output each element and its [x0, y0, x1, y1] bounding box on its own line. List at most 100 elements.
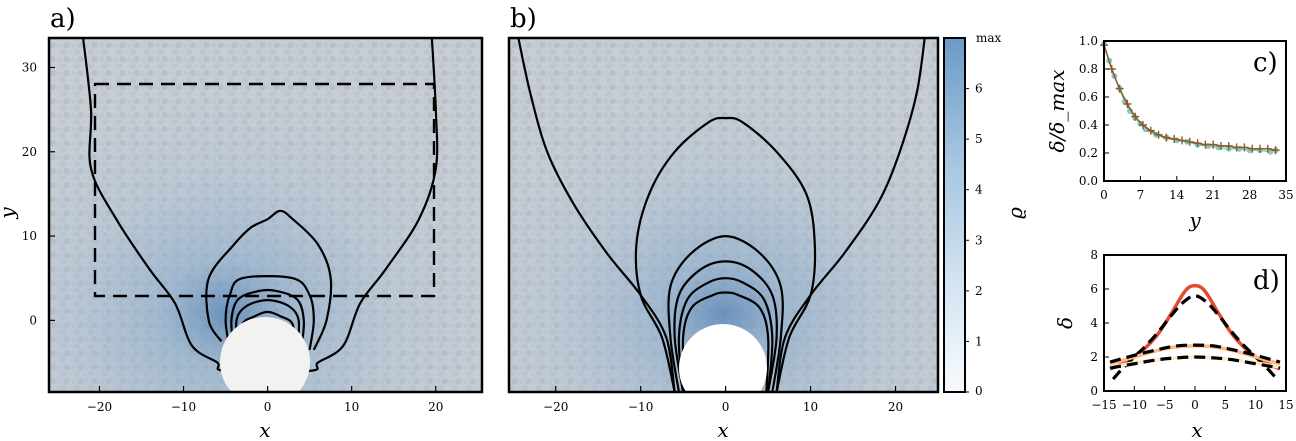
panel-d-x-tick-label: 15: [1278, 398, 1293, 412]
panel-c-y-ticks: 0.0 0.2 0.4 0.6 0.8 1.0: [1079, 34, 1109, 188]
panel-c-x-ticks: 0 7 14 21 28 35: [1100, 176, 1294, 202]
panel-c-x-tick-label: 0: [1100, 188, 1108, 202]
panel-a-y-tick-label: 0: [29, 313, 37, 327]
panel-a-x-tick-label: −20: [87, 400, 112, 414]
panel-a-x-label: x: [259, 418, 270, 441]
panel-a-y-ticks: 0 10 20 30: [22, 61, 55, 327]
panel-c-series-2-point: [1178, 136, 1186, 145]
panel-c-y-tick-label: 0.0: [1079, 174, 1098, 188]
panel-d-x-ticks: −15 −10 −5 0 5 10 15: [1091, 386, 1294, 412]
colorbar-tick-label: 2: [975, 284, 983, 298]
panel-d-y-tick-label: 4: [1090, 316, 1098, 330]
panel-c-series-2-point: [1123, 100, 1132, 108]
panel-a-label: a): [50, 4, 76, 34]
panel-d-x-tick-label: −5: [1156, 398, 1174, 412]
panel-c-y-tick-label: 0.6: [1079, 90, 1098, 104]
panel-b-x-tick-label: 10: [803, 400, 818, 414]
panel-c-label: c): [1253, 48, 1278, 78]
colorbar: 0 1 2 3 4 5 6 max ϱ: [943, 31, 1027, 398]
panel-a-x-tick-label: 0: [264, 400, 272, 414]
panel-c: 0 7 14 21 28 35 0.0 0.2 0.4 0.6 0.8 1.0 c) y δ/δ_m…: [1045, 34, 1294, 232]
colorbar-tick-label: 5: [975, 132, 983, 146]
panel-d-series-6-line: [1109, 355, 1281, 370]
panel-d-x-label: x: [1191, 418, 1202, 441]
panel-b-contour-level-1: [517, 38, 676, 392]
panel-c-series-2-point: [1193, 139, 1202, 148]
panel-d-y-label: δ: [1053, 317, 1077, 329]
panel-d-y-tick-label: 8: [1090, 248, 1098, 262]
panel-b-contour-level-4: [673, 260, 778, 392]
panel-b-contour-level-2: [634, 116, 817, 392]
panel-a-y-label: y: [0, 207, 19, 220]
panel-c-frame: [1103, 40, 1287, 182]
panel-c-x-label: y: [1188, 208, 1201, 232]
panel-c-x-tick-label: 7: [1137, 188, 1145, 202]
panel-d-y-tick-label: 0: [1090, 384, 1098, 398]
panel-c-series-2-point: [1263, 144, 1272, 153]
panel-b-x-tick-label: 20: [888, 400, 903, 414]
panel-c-series-2-point: [1256, 144, 1264, 153]
colorbar-tick-label: 4: [975, 183, 983, 197]
panel-a-contour-level-5: [235, 298, 301, 350]
panel-a-dashed-region: [93, 82, 436, 298]
panel-a-x-tick-label: −10: [171, 400, 196, 414]
colorbar-tick-label: 3: [975, 233, 983, 247]
panel-c-background: [1104, 41, 1286, 181]
panel-b-x-tick-label: 0: [722, 400, 730, 414]
panel-c-x-tick-label: 14: [1169, 188, 1185, 202]
panel-c-series-2-point: [1217, 142, 1225, 150]
panel-c-series-2-point: [1248, 144, 1257, 153]
panel-c-x-tick-label: 35: [1278, 188, 1293, 202]
panel-d-x-tick-label: −10: [1122, 398, 1147, 412]
panel-c-x-tick-label: 21: [1206, 188, 1221, 202]
panel-d-x-tick-label: 0: [1191, 398, 1199, 412]
colorbar-tick-label: 6: [975, 82, 983, 96]
colorbar-max-label: max: [976, 31, 1002, 45]
panel-b-x-ticks: −20 −10 0 10 20: [543, 386, 903, 414]
panel-a-contour-level-2: [205, 209, 333, 351]
panel-d-y-tick-label: 2: [1090, 350, 1098, 364]
panel-b-x-tick-label: −20: [543, 400, 568, 414]
panel-c-series-2-point: [1131, 112, 1140, 121]
panel-c-series-2-point: [1232, 143, 1241, 152]
panel-d-series: [1109, 283, 1281, 381]
panel-c-series-2-point: [1139, 121, 1147, 129]
colorbar-ticks: 0 1 2 3 4 5 6: [965, 82, 983, 398]
panel-b-x-label: x: [717, 418, 728, 441]
panel-c-y-label: δ/δ_max: [1045, 70, 1069, 153]
panel-c-series-2-point: [1209, 140, 1218, 149]
panel-c-series-2-point: [1107, 65, 1116, 73]
panel-d: −15 −10 −5 0 5 10 15 0 2 4 6 8 d) x δ: [1053, 248, 1294, 441]
panel-b-contour-level-3: [667, 234, 784, 392]
panel-b-frame: [507, 36, 940, 394]
panel-a-y-tick-label: 20: [22, 145, 37, 159]
panel-b-contour-level-6: [681, 291, 770, 392]
panel-c-series-2-point: [1162, 133, 1171, 142]
panel-a-frame: [47, 36, 484, 394]
panel-d-y-tick-label: 6: [1090, 282, 1098, 296]
panel-b-label: b): [510, 4, 537, 34]
panel-c-series-2-point: [1146, 126, 1155, 135]
panel-c-y-tick-label: 1.0: [1079, 34, 1098, 48]
panel-c-x-tick-label: 28: [1242, 188, 1257, 202]
panel-c-series-2-point: [1201, 140, 1210, 149]
panel-d-x-tick-label: 5: [1222, 398, 1230, 412]
panel-a-x-ticks: −20 −10 0 10 20: [87, 386, 443, 414]
colorbar-label: ϱ: [1003, 207, 1027, 219]
panel-a: −20 −10 0 10 20 0 10 20 30 a) x y: [0, 4, 484, 441]
panel-d-y-ticks: 0 2 4 6 8: [1090, 248, 1109, 398]
panel-b-contour-level-1: [775, 38, 926, 392]
colorbar-frame: [943, 37, 966, 393]
panel-c-y-tick-label: 0.4: [1079, 118, 1098, 132]
panel-d-x-tick-label: −15: [1091, 398, 1116, 412]
panel-c-series-2-point: [1154, 130, 1163, 139]
panel-c-series-2-point: [1185, 137, 1194, 146]
panel-d-label: d): [1253, 266, 1280, 296]
panel-c-series-1-point: [1127, 108, 1133, 114]
panel-a-x-tick-label: 10: [344, 400, 359, 414]
panel-c-y-tick-label: 0.2: [1079, 146, 1098, 160]
panel-d-background: [1104, 255, 1286, 391]
panel-b-x-tick-label: −10: [628, 400, 653, 414]
panel-d-series-4-line: [1109, 343, 1281, 364]
